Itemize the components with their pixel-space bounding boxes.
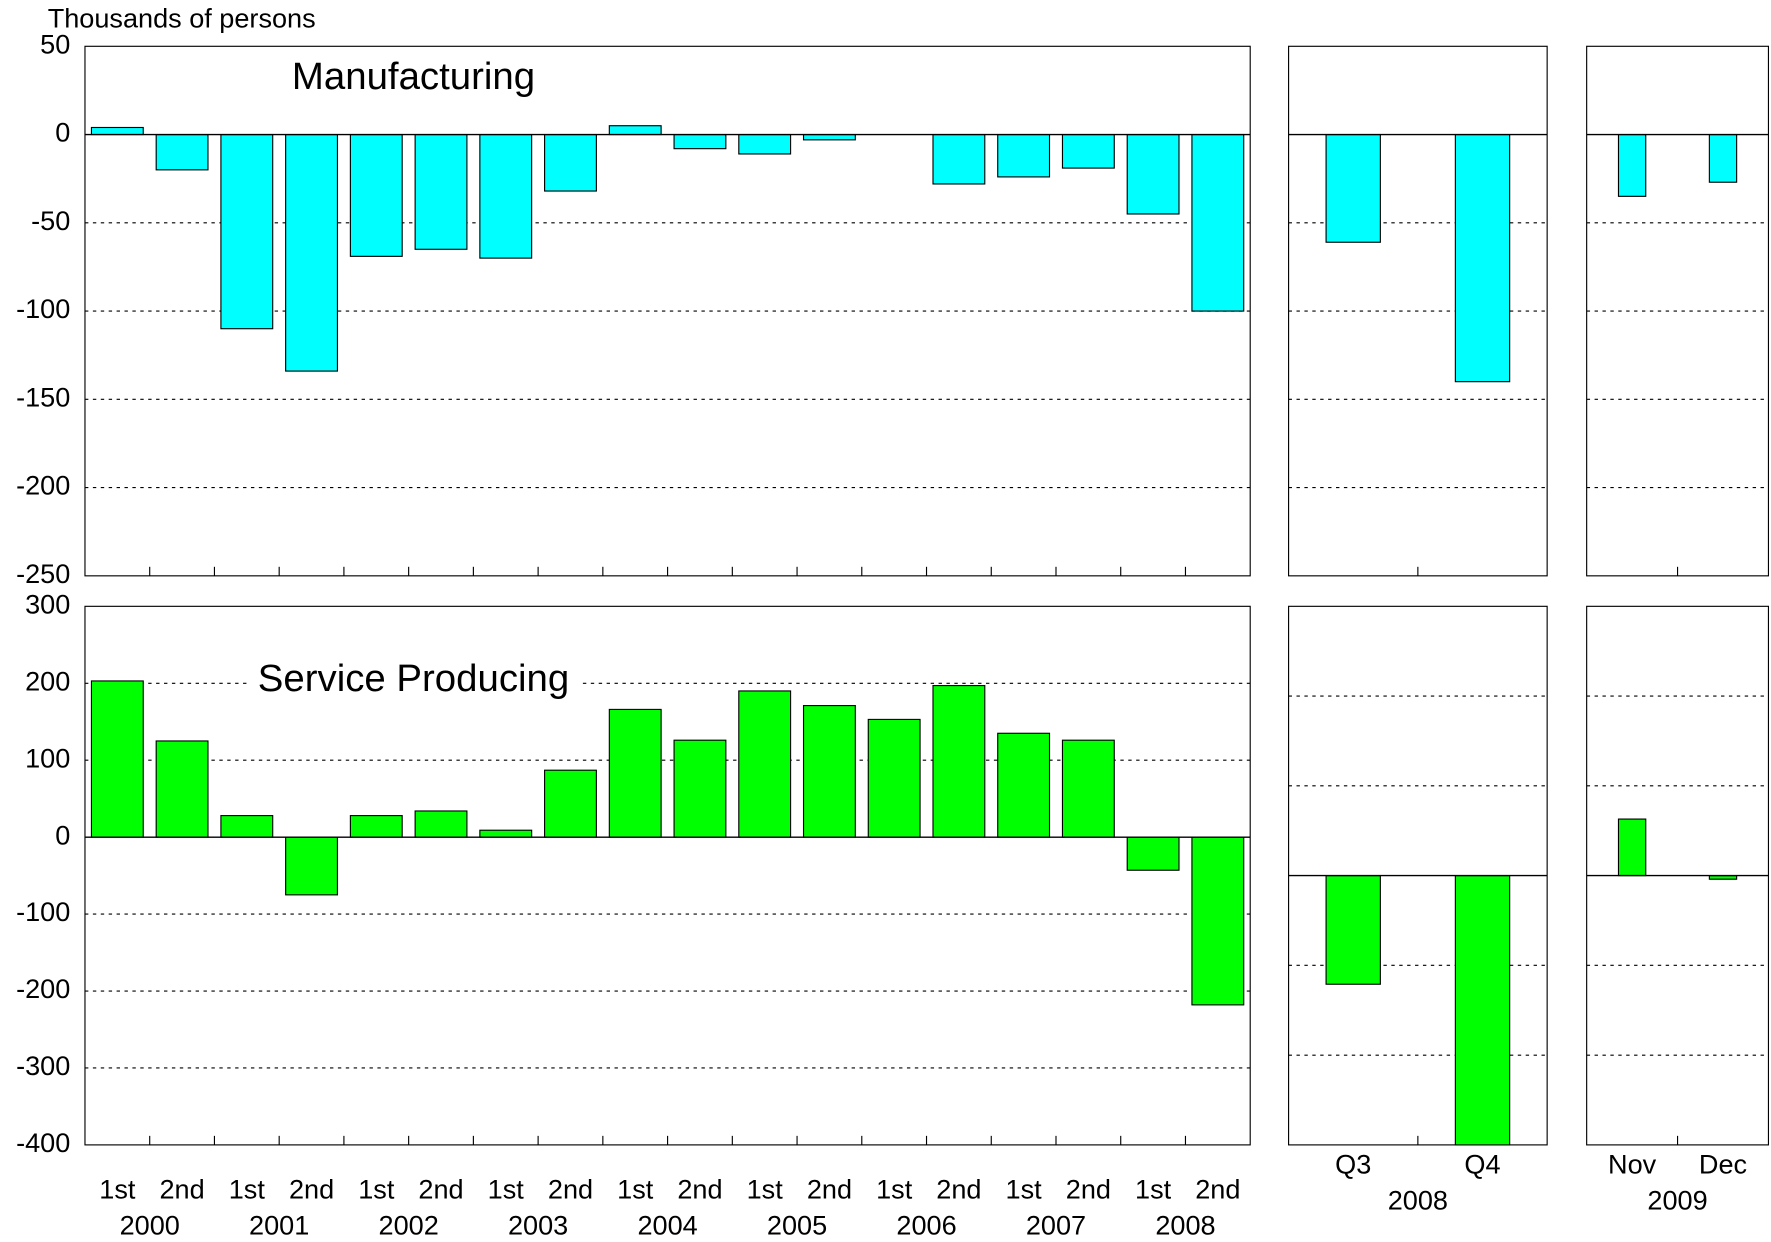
- bar: [285, 836, 339, 896]
- bar: [867, 718, 921, 838]
- bar: [1454, 875, 1511, 1146]
- bar: [479, 133, 533, 259]
- x-group-label: 2009: [1647, 1185, 1707, 1216]
- bar: [1126, 836, 1180, 871]
- x-tick-label: 2nd: [1066, 1173, 1111, 1204]
- x-tick-label: 2nd: [807, 1173, 852, 1204]
- bar: [155, 133, 209, 171]
- y-tick-label: -400: [16, 1127, 70, 1158]
- x-tick-label: 1st: [747, 1173, 784, 1204]
- x-tick-label: 2nd: [289, 1173, 334, 1204]
- x-tick-label: 1st: [229, 1173, 266, 1204]
- bar: [608, 125, 662, 136]
- y-tick-label: 300: [25, 588, 70, 619]
- x-tick-label: Q4: [1464, 1149, 1500, 1180]
- x-group-label: 2001: [249, 1209, 309, 1240]
- y-tick-label: 0: [55, 819, 70, 850]
- bar: [414, 810, 468, 838]
- bar: [90, 126, 144, 136]
- bar: [1454, 133, 1511, 383]
- bar: [414, 133, 468, 250]
- bar: [155, 740, 209, 838]
- x-tick-label: Nov: [1608, 1149, 1657, 1180]
- x-tick-label: 1st: [1006, 1173, 1043, 1204]
- bar: [1061, 739, 1115, 838]
- x-tick-label: 2nd: [936, 1173, 981, 1204]
- bar: [544, 769, 597, 838]
- x-tick-label: 2nd: [159, 1173, 204, 1204]
- x-tick-label: 2nd: [1195, 1173, 1240, 1204]
- bar: [544, 133, 597, 192]
- bar: [673, 739, 727, 838]
- bar: [220, 815, 274, 838]
- y-tick-label: -200: [16, 470, 70, 501]
- y-tick-label: 0: [55, 117, 70, 148]
- bar: [1191, 133, 1245, 312]
- panel-title: Service Producing: [258, 657, 569, 700]
- bar: [285, 133, 339, 372]
- y-tick-label: -100: [16, 293, 70, 324]
- bar: [1325, 875, 1381, 985]
- bar: [1061, 133, 1115, 169]
- bar: [1617, 818, 1647, 877]
- bar: [349, 815, 403, 838]
- x-tick-label: 1st: [1135, 1173, 1172, 1204]
- x-group-label: 2006: [896, 1209, 956, 1240]
- x-tick-label: Q3: [1335, 1149, 1371, 1180]
- x-tick-label: 1st: [99, 1173, 136, 1204]
- y-tick-label: 100: [25, 742, 70, 773]
- bar: [997, 732, 1051, 838]
- x-group-label: 2000: [120, 1209, 180, 1240]
- y-tick-label: -50: [31, 205, 70, 236]
- bar: [673, 133, 727, 150]
- x-tick-label: 1st: [488, 1173, 525, 1204]
- bar: [997, 133, 1051, 178]
- x-tick-label: 1st: [617, 1173, 654, 1204]
- y-tick-label: 200: [25, 665, 70, 696]
- bar: [1708, 133, 1738, 183]
- x-tick-label: 2nd: [677, 1173, 722, 1204]
- bar: [1126, 133, 1180, 215]
- bar: [932, 133, 986, 185]
- x-group-label: 2002: [379, 1209, 439, 1240]
- panel-title: Manufacturing: [292, 55, 535, 98]
- bar: [349, 133, 403, 257]
- bar: [802, 133, 856, 141]
- x-group-label: 2007: [1026, 1209, 1086, 1240]
- y-tick-label: -300: [16, 1050, 70, 1081]
- x-tick-label: 2nd: [418, 1173, 463, 1204]
- y-tick-label: -150: [16, 381, 70, 412]
- y-tick-label: -200: [16, 973, 70, 1004]
- bar: [1325, 133, 1381, 243]
- bar: [608, 708, 662, 838]
- bar: [738, 690, 792, 838]
- bar: [90, 680, 144, 838]
- plot-frame: [1586, 45, 1770, 577]
- bar: [738, 133, 792, 155]
- y-tick-label: 50: [40, 28, 70, 59]
- x-group-label: 2008: [1388, 1185, 1448, 1216]
- y-tick-label: -250: [16, 558, 70, 589]
- x-group-label: 2008: [1155, 1209, 1215, 1240]
- title-background: [246, 656, 581, 700]
- x-tick-label: 1st: [358, 1173, 395, 1204]
- bar: [1191, 836, 1245, 1006]
- bar: [479, 829, 533, 838]
- x-group-label: 2004: [637, 1209, 697, 1240]
- x-tick-label: Dec: [1699, 1149, 1747, 1180]
- x-group-label: 2003: [508, 1209, 568, 1240]
- y-axis-label: Thousands of persons: [48, 2, 316, 33]
- y-tick-label: -100: [16, 896, 70, 927]
- x-tick-label: 1st: [876, 1173, 913, 1204]
- bar: [1617, 133, 1647, 197]
- x-group-label: 2005: [767, 1209, 827, 1240]
- bar: [220, 133, 274, 330]
- bar: [802, 705, 856, 838]
- bar: [932, 685, 986, 838]
- x-tick-label: 2nd: [548, 1173, 593, 1204]
